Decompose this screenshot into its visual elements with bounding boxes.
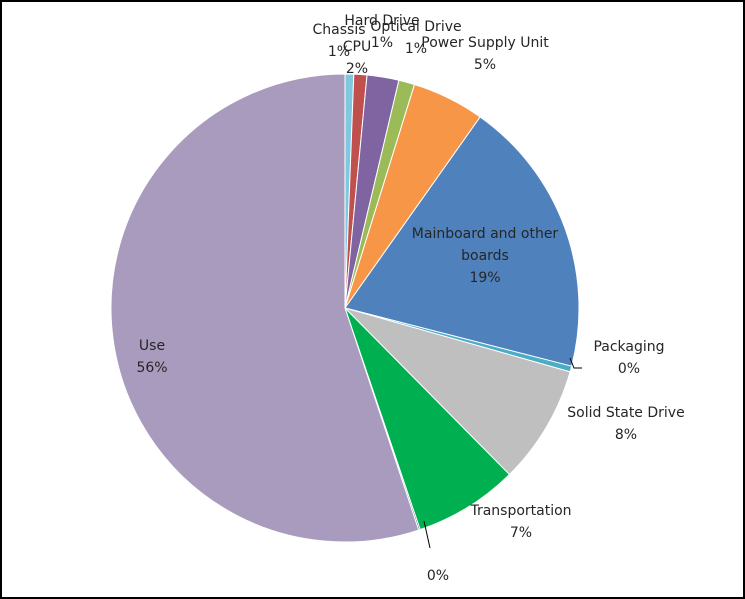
- slice-label-transportation: Transportation 7%: [469, 503, 571, 541]
- slice-label-chassis: Chassis 1%: [313, 22, 366, 60]
- slice-label-solid-state-drive: Solid State Drive 8%: [567, 405, 684, 443]
- pie-slice-transportation: [344, 307, 511, 531]
- slice-label-power-supply-unit: Power Supply Unit 5%: [421, 35, 549, 73]
- slice-label-hard-drive: Hard Drive 1%: [344, 13, 419, 51]
- slice-label-cpu: CPU 2%: [343, 39, 371, 77]
- leader-unlabeled: [423, 520, 431, 549]
- slice-label-mainboard-and-other-boards: Mainboard and other boards 19%: [412, 226, 559, 286]
- slice-label-packaging: Packaging 0%: [593, 339, 664, 377]
- slice-label-optical-drive: Optical Drive 1%: [370, 19, 461, 57]
- pie-slice-solid-state-drive: [343, 307, 571, 476]
- leader-packaging: [569, 357, 582, 369]
- slice-label-unlabeled: 0%: [427, 568, 449, 584]
- pie-slice-mainboard-and-other-boards: [344, 116, 580, 367]
- pie-slice-use: [110, 73, 420, 543]
- slice-label-use: Use 56%: [136, 338, 167, 376]
